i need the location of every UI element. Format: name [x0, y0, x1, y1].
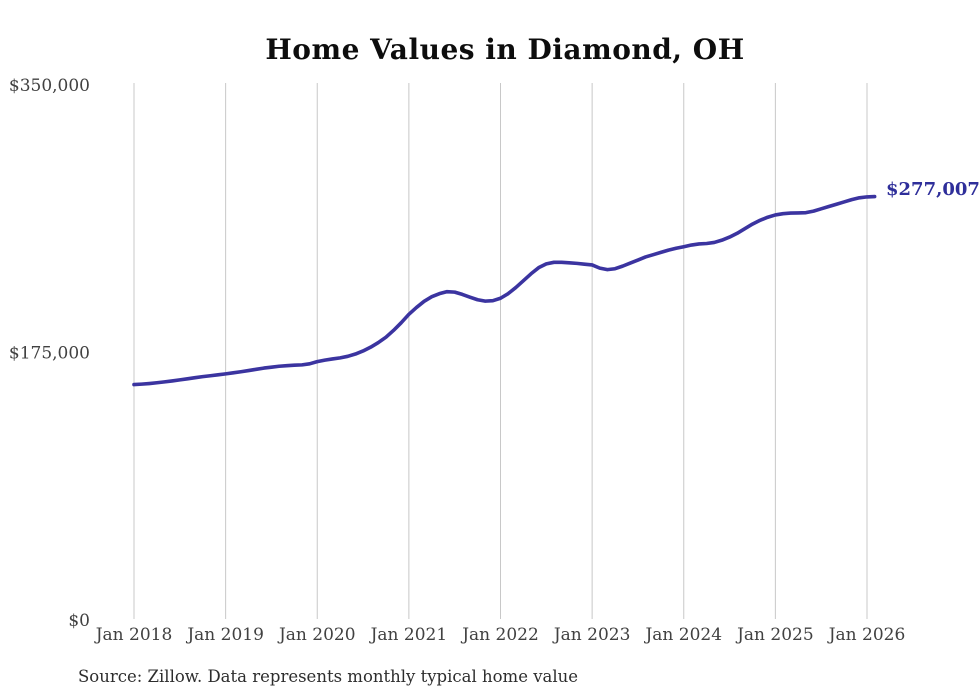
source-attribution: Source: Zillow. Data represents monthly … [78, 667, 579, 686]
chart-title: Home Values in Diamond, OH [265, 33, 745, 66]
x-axis-tick-label: Jan 2018 [94, 625, 173, 645]
home-value-line [132, 194, 877, 387]
x-axis-tick-label: Jan 2024 [643, 625, 722, 645]
x-axis-tick-label: Jan 2026 [827, 625, 906, 645]
x-axis-tick-label: Jan 2021 [369, 625, 448, 645]
current-value-label: $277,007 [886, 179, 980, 200]
y-axis-tick-label: $175,000 [9, 344, 90, 364]
x-axis-tick-label: Jan 2020 [277, 625, 356, 645]
y-axis-tick-label: $350,000 [9, 76, 90, 96]
x-axis-tick-label: Jan 2023 [552, 625, 631, 645]
x-axis-tick-label: Jan 2025 [735, 625, 814, 645]
x-axis-tick-label: Jan 2019 [185, 625, 264, 645]
x-axis-tick-label: Jan 2022 [460, 625, 539, 645]
y-axis-tick-label: $0 [68, 611, 90, 631]
